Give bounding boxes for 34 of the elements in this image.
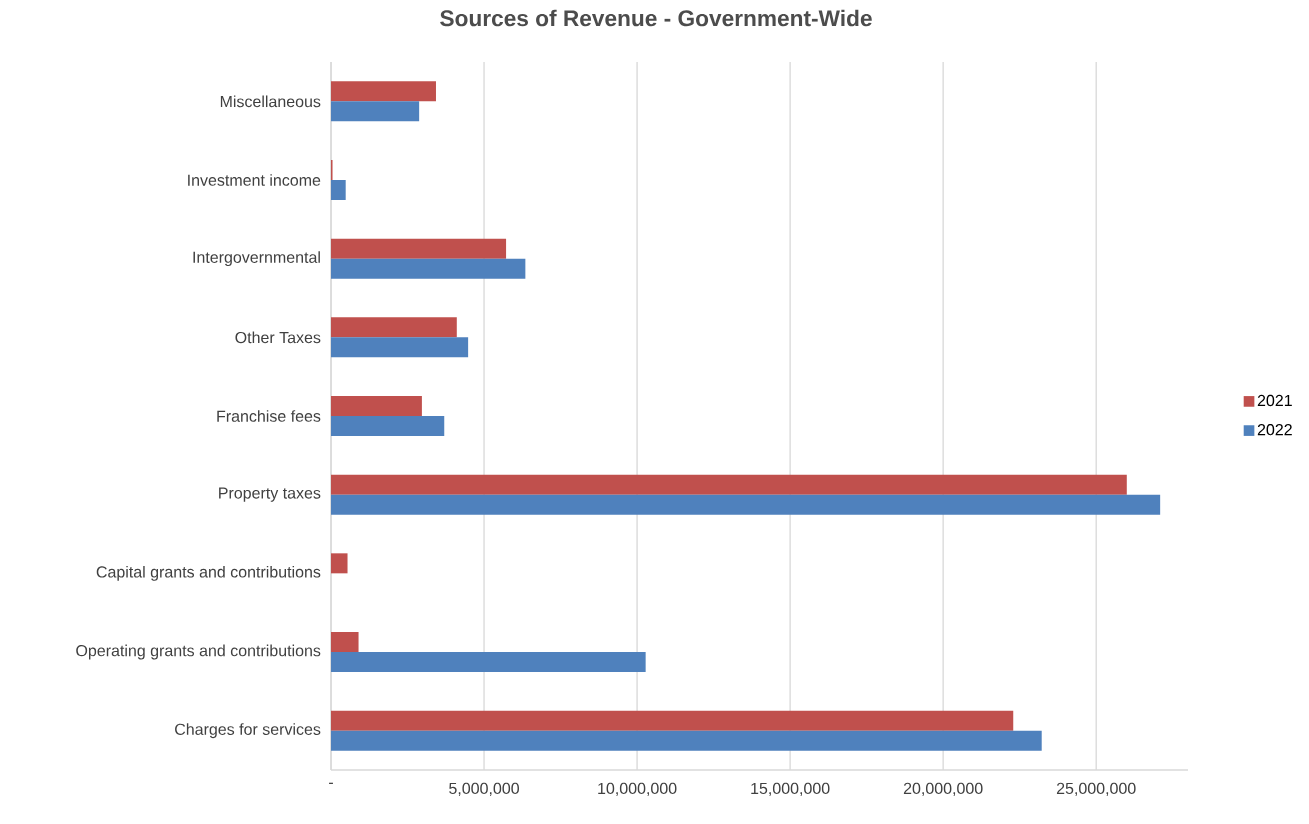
x-tick-label: - [329, 782, 333, 784]
bar [331, 710, 1014, 731]
x-tick-label: 15,000,000 [751, 782, 830, 796]
y-tick-label: Property taxes [219, 487, 321, 502]
bar [331, 101, 420, 122]
bar [331, 474, 1127, 495]
bar [331, 180, 346, 200]
y-tick-label: Investment income [188, 174, 321, 186]
bar [331, 258, 526, 279]
bar [331, 494, 1161, 515]
chart-title: Sources of Revenue - Government-Wide [440, 9, 872, 27]
y-tick-label: Franchise fees [217, 410, 321, 422]
bar [331, 632, 359, 652]
y-tick-label: Capital grants and contributions [96, 565, 321, 581]
bar [331, 416, 445, 436]
y-tick-label: Operating grants and contributions [76, 644, 321, 660]
bar [331, 396, 422, 416]
x-tick-label: 20,000,000 [903, 782, 983, 796]
x-tick-label: 25,000,000 [1056, 782, 1136, 796]
y-tick-label: Miscellaneous [220, 95, 321, 108]
bar [331, 238, 507, 259]
x-tick-label: 5,000,000 [449, 782, 519, 796]
bar [331, 652, 646, 672]
y-tick-label: Other Taxes [235, 331, 321, 344]
bar [331, 81, 436, 102]
bar [331, 337, 469, 358]
x-tick-label: 10,000,000 [598, 782, 677, 796]
y-tick-label: Charges for services [175, 723, 321, 739]
y-tick-label: Intergovernmental [193, 251, 320, 267]
bar [331, 553, 348, 574]
bar [331, 730, 1042, 751]
bar [331, 317, 457, 338]
legend-label: 2021 [1257, 394, 1292, 407]
legend-label: 2022 [1257, 424, 1292, 436]
